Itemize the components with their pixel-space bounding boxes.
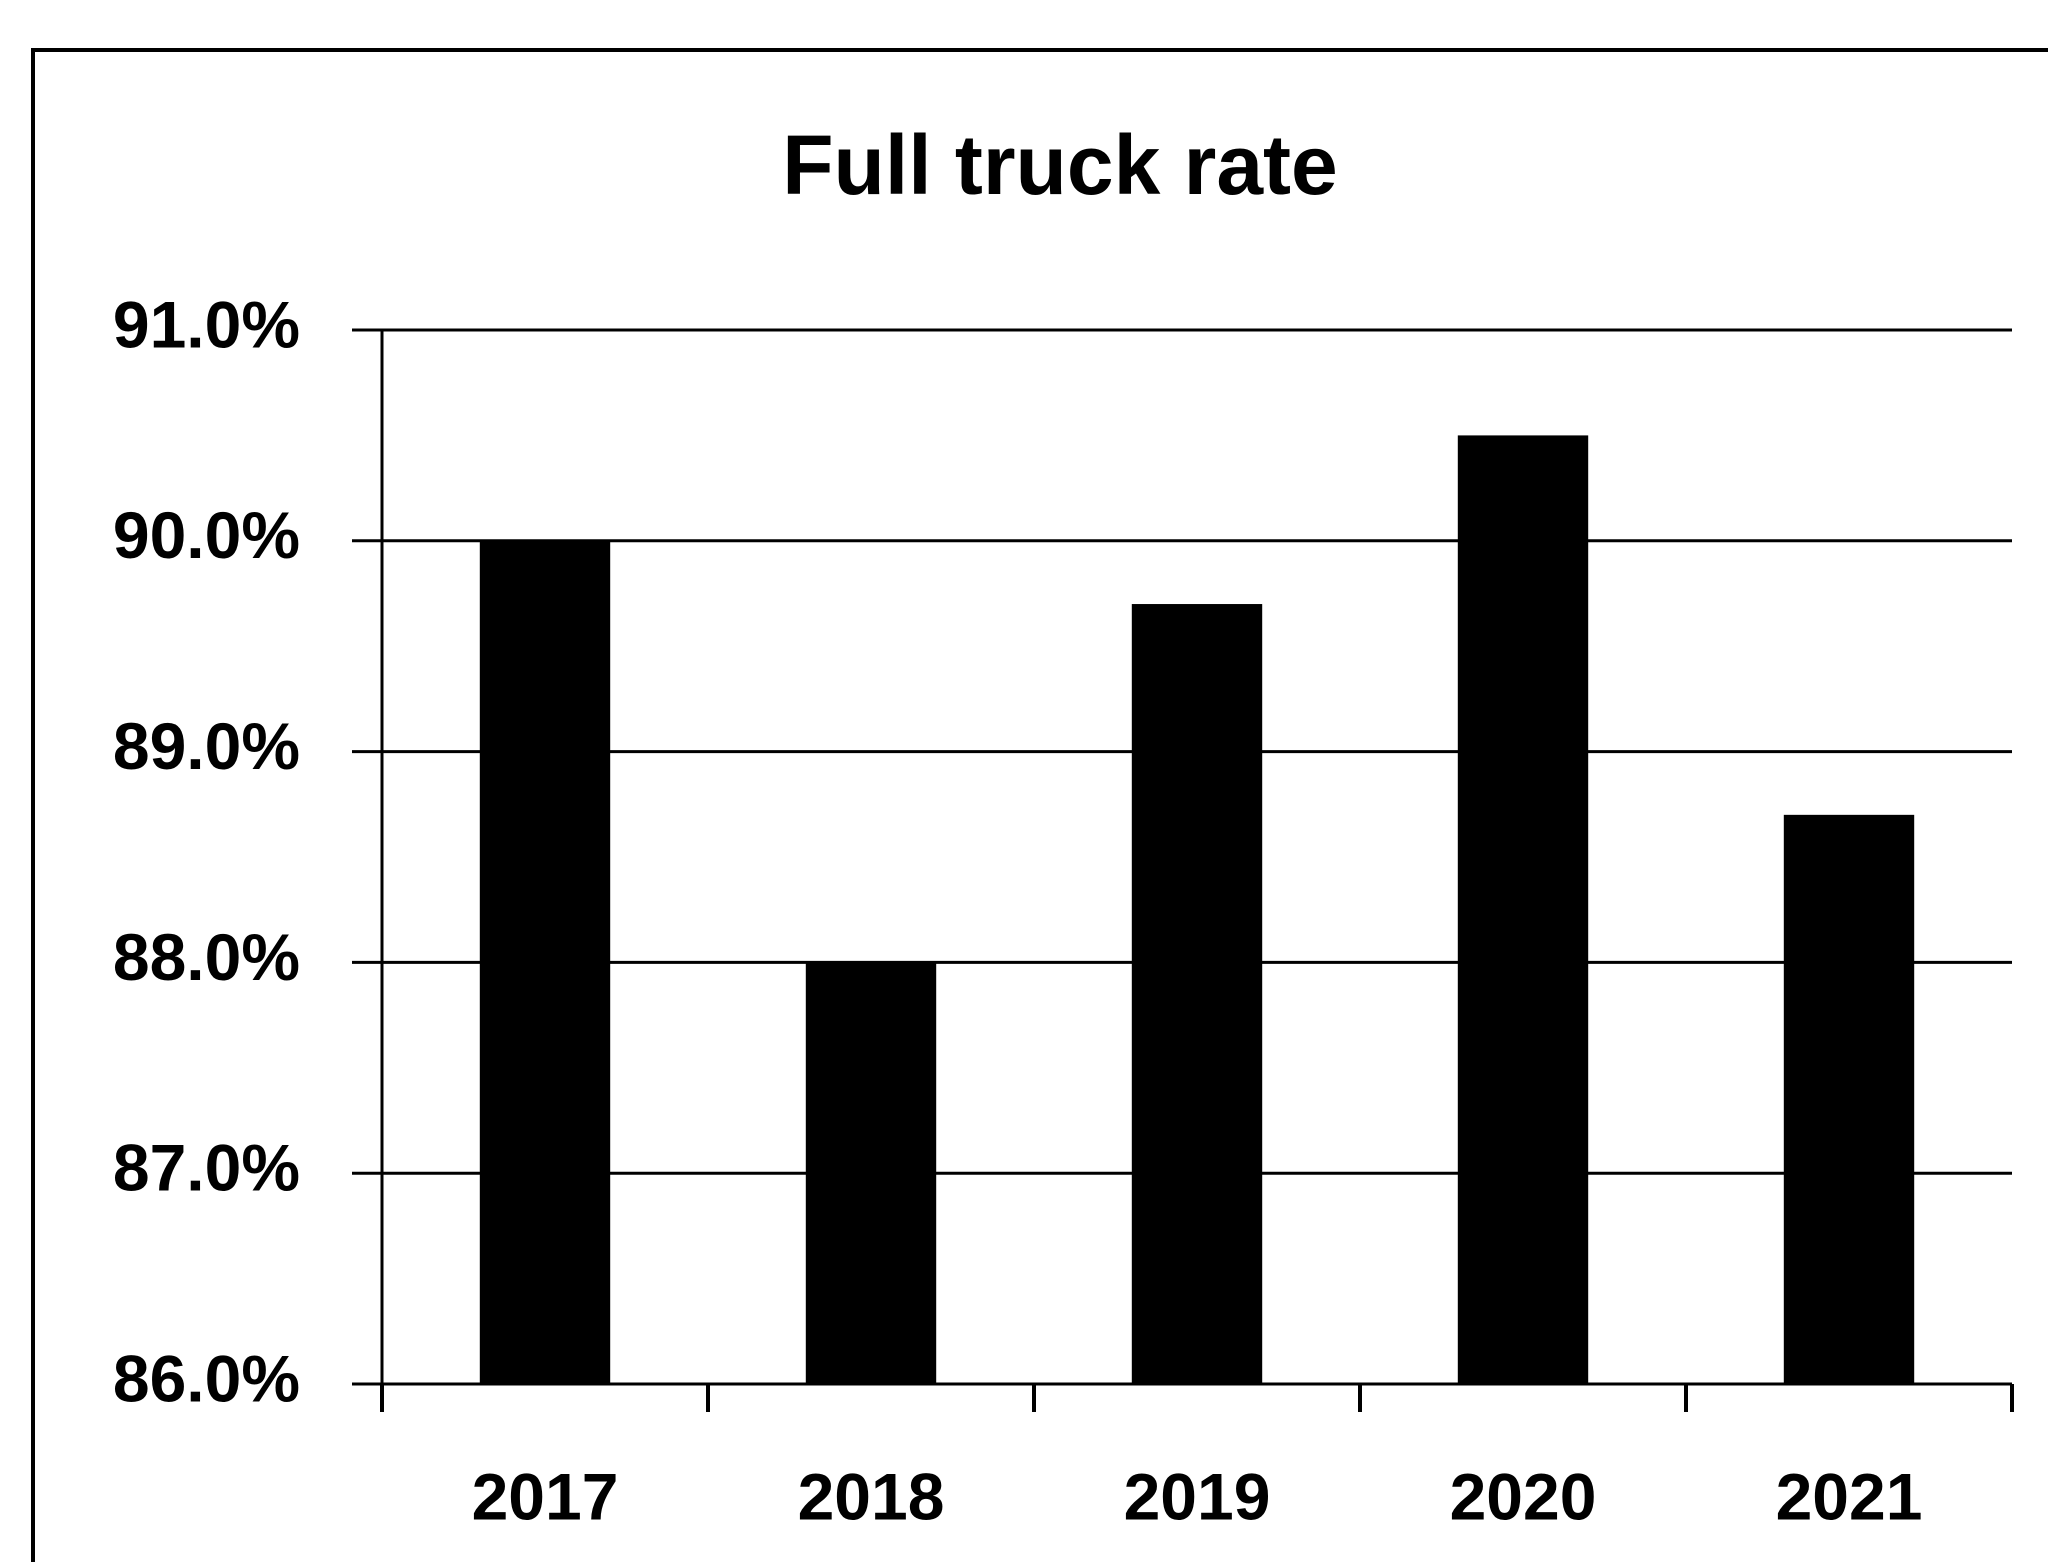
bar bbox=[805, 962, 937, 1384]
y-tick-label: 89.0% bbox=[113, 709, 300, 783]
y-tick-label: 87.0% bbox=[113, 1131, 300, 1205]
x-tick-label: 2017 bbox=[472, 1459, 619, 1533]
y-tick-label: 91.0% bbox=[113, 287, 300, 361]
bar bbox=[1457, 435, 1589, 1384]
y-tick-label: 90.0% bbox=[113, 498, 300, 572]
x-tick-label: 2021 bbox=[1776, 1459, 1923, 1533]
bar bbox=[1783, 814, 1915, 1384]
x-tick-label: 2020 bbox=[1450, 1459, 1597, 1533]
bar bbox=[479, 540, 611, 1384]
bar bbox=[1131, 604, 1263, 1384]
x-tick-label: 2019 bbox=[1124, 1459, 1271, 1533]
x-tick-label: 2018 bbox=[798, 1459, 945, 1533]
y-tick-label: 86.0% bbox=[113, 1341, 300, 1415]
chart-border bbox=[31, 48, 2048, 1562]
chart-title: Full truck rate bbox=[782, 118, 1337, 212]
y-tick-label: 88.0% bbox=[113, 920, 300, 994]
